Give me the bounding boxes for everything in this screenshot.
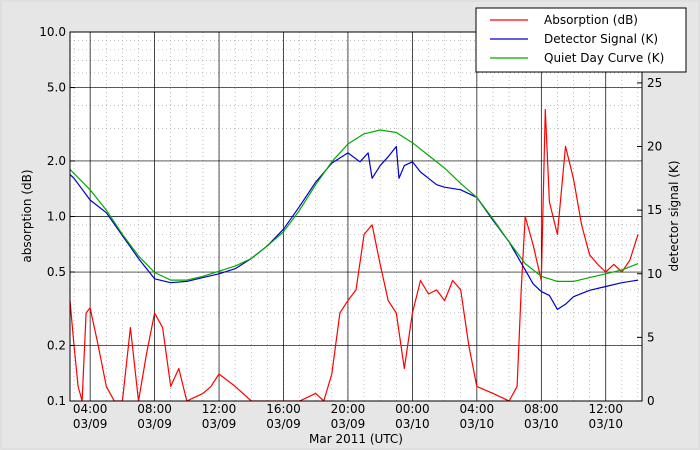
x-tick-label: 00:00 03/10 xyxy=(395,402,430,431)
y2-tick-label: 20 xyxy=(647,140,662,154)
y-tick-label: 2.0 xyxy=(47,154,66,168)
y-tick-label: 0.1 xyxy=(47,394,66,408)
y2-tick-label: 15 xyxy=(647,203,662,217)
y2-axis-label: detector signal (K) xyxy=(667,160,681,271)
x-tick-label: 20:00 03/09 xyxy=(331,402,366,431)
x-axis: 04:00 03/09 08:00 03/09 12:00 03/09 16:00 03/09… xyxy=(73,402,623,431)
legend: Absorption (dB) Detector Signal (K) Quiet … xyxy=(475,7,687,73)
x-axis-label: Mar 2011 (UTC) xyxy=(309,432,403,446)
legend-label: Quiet Day Curve (K) xyxy=(544,51,664,65)
legend-box xyxy=(475,7,687,73)
major-grid xyxy=(70,31,642,402)
series-line xyxy=(70,129,639,282)
x-tick-label: 08:00 03/10 xyxy=(524,402,559,431)
y-tick-label: 5.0 xyxy=(47,81,66,95)
y-tick-label: 0.5 xyxy=(47,265,66,279)
y2-tick-label: 10 xyxy=(647,267,662,281)
legend-label: Absorption (dB) xyxy=(544,13,638,27)
left-axis: 0.1 0.2 0.5 1.0 2.0 5.0 10.0 xyxy=(39,25,75,408)
right-axis: 0 5 10 15 20 25 xyxy=(637,76,662,408)
legend-label: Detector Signal (K) xyxy=(544,32,658,46)
x-tick-label: 12:00 03/10 xyxy=(588,402,623,431)
series-line xyxy=(70,108,639,401)
x-tick-label: 04:00 03/09 xyxy=(73,402,108,431)
y2-tick-label: 25 xyxy=(647,76,662,90)
x-tick-label: 04:00 03/10 xyxy=(460,402,495,431)
x-tick-label: 12:00 03/09 xyxy=(202,402,237,431)
series-layer xyxy=(70,108,639,401)
y-axis-label: absorption (dB) xyxy=(20,169,34,262)
y-tick-label: 1.0 xyxy=(47,210,66,224)
x-tick-label: 08:00 03/09 xyxy=(137,402,172,431)
x-tick-label: 16:00 03/09 xyxy=(266,402,301,431)
series-line xyxy=(70,145,639,310)
y-tick-label: 0.2 xyxy=(47,338,66,352)
y-tick-label: 10.0 xyxy=(39,25,66,39)
y2-tick-label: 0 xyxy=(647,394,655,408)
y2-tick-label: 5 xyxy=(647,330,655,344)
